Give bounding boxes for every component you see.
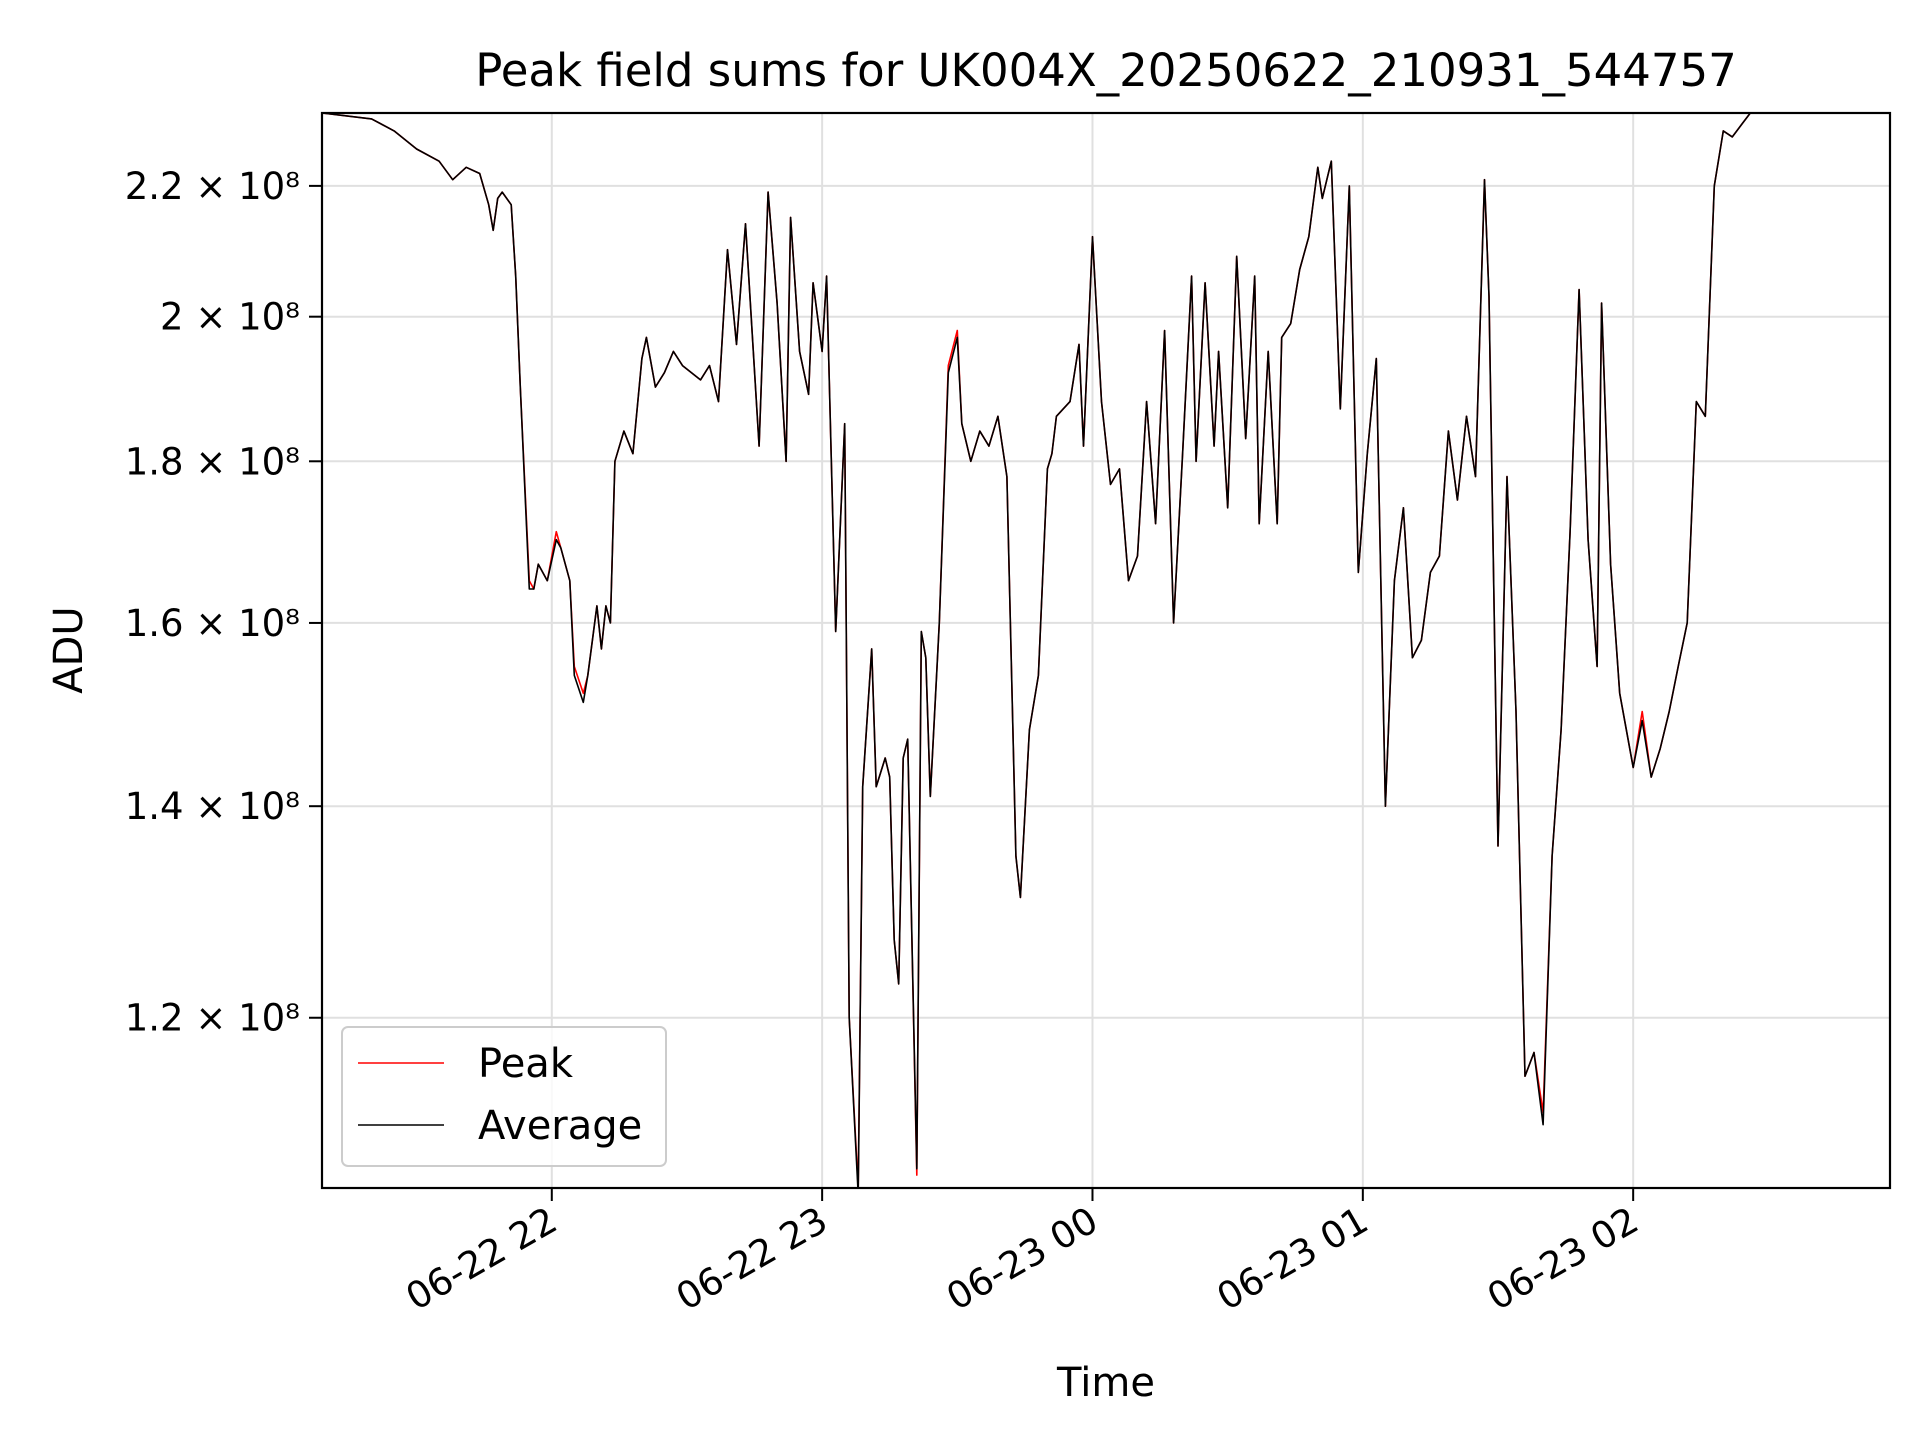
chart-title: Peak field sums for UK004X_20250622_2109… <box>475 44 1737 97</box>
y-tick-label: 1.6 × 10⁸ <box>125 602 300 645</box>
y-axis: 1.2 × 10⁸ 1.4 × 10⁸ 1.6 × 10⁸ 1.8 × 10⁸ 2 × … <box>125 165 322 1040</box>
grid <box>322 113 1890 1188</box>
plot-area <box>322 113 1751 1188</box>
y-axis-label: ADU <box>46 606 92 693</box>
series-line-average <box>322 113 1751 1188</box>
legend-box <box>341 1026 667 1167</box>
y-tick-label: 1.2 × 10⁸ <box>125 997 300 1040</box>
legend-label-average: Average <box>478 1103 642 1149</box>
axes-frame <box>320 111 1892 1190</box>
y-tick-label: 2 × 10⁸ <box>160 296 300 339</box>
x-axis-label: Time <box>1056 1360 1155 1406</box>
y-tick-label: 2.2 × 10⁸ <box>125 165 300 208</box>
series-lines <box>322 113 1751 1188</box>
y-tick-label: 1.8 × 10⁸ <box>125 440 300 483</box>
legend-label-peak: Peak <box>478 1041 574 1087</box>
y-tick-label: 1.4 × 10⁸ <box>125 785 300 828</box>
legend: Peak Average <box>341 1026 667 1167</box>
